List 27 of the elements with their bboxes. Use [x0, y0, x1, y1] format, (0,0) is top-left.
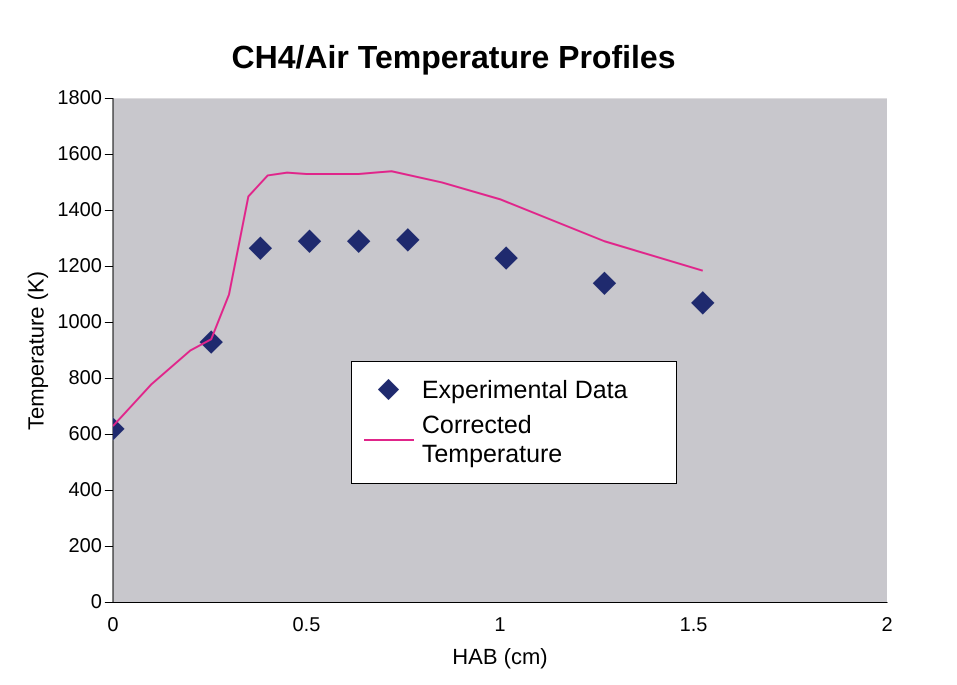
chart-title: CH4/Air Temperature Profiles: [232, 39, 676, 76]
point: [347, 230, 370, 253]
point: [248, 236, 272, 260]
point: [691, 291, 714, 314]
point: [396, 228, 420, 252]
y-tick-label: 600: [68, 423, 102, 446]
point: [592, 272, 616, 295]
x-tick-label: 1: [494, 614, 506, 636]
y-tick-label: 400: [68, 479, 102, 502]
x-tick-label: 1.5: [680, 614, 708, 636]
point: [494, 246, 518, 270]
y-tick-label: 1800: [57, 86, 102, 109]
x-tick-label: 0: [107, 614, 118, 636]
y-axis-title: Temperature (K): [23, 271, 48, 430]
y-tick-label: 0: [90, 591, 102, 614]
y-tick-label: 200: [68, 535, 102, 558]
y-tick-label: 1200: [57, 254, 102, 277]
x-tick-label: 2: [881, 614, 893, 636]
y-tick-label: 1400: [57, 198, 102, 221]
point: [298, 230, 322, 253]
x-axis-title: HAB (cm): [452, 644, 548, 669]
y-tick-label: 1000: [57, 311, 102, 334]
legend-label: Experimental Data: [422, 376, 628, 405]
y-tick-label: 800: [68, 367, 102, 390]
x-tick-label: 0.5: [292, 614, 320, 636]
y-tick-label: 1600: [57, 142, 102, 165]
legend-label: Corrected Temperature: [422, 410, 564, 469]
